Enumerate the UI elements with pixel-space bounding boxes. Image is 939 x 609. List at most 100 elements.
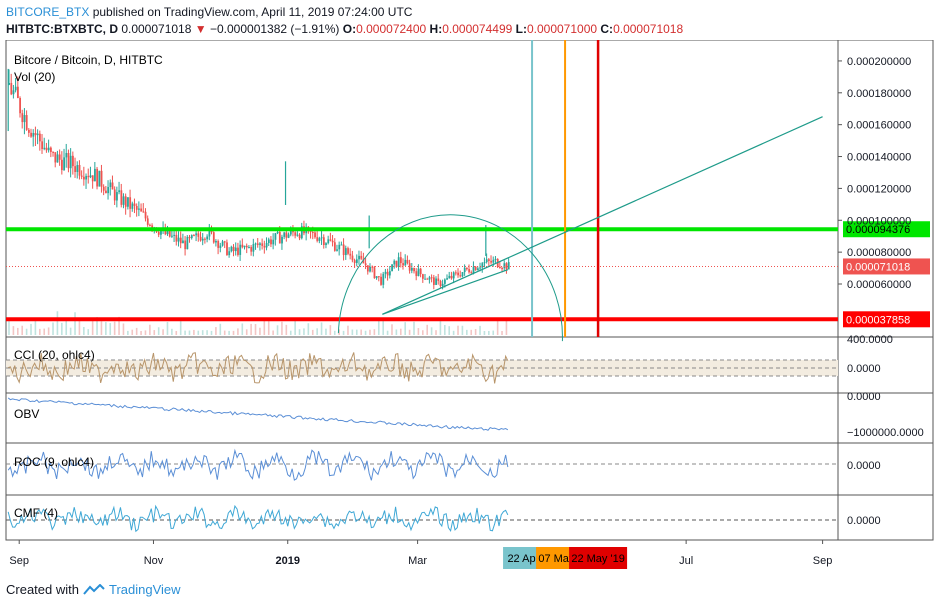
y-tick-label: 0.000060000: [847, 279, 911, 291]
volume-bar: [501, 330, 503, 335]
candle-body: [32, 133, 35, 137]
volume-bar: [140, 330, 142, 335]
candle-body: [369, 266, 371, 272]
candle-body: [250, 247, 253, 252]
volume-bar: [417, 328, 420, 335]
chart-area[interactable]: 0.000094376 0.000071018 0.000037858 0.00020…: [0, 40, 939, 576]
close-label: C:: [600, 22, 614, 36]
volume-bar: [109, 323, 112, 335]
volume-bar: [263, 319, 266, 335]
candle-body: [325, 243, 327, 245]
volume-bar: [369, 329, 371, 335]
volume-bar: [325, 328, 327, 335]
volume-bar: [12, 326, 15, 335]
cmf-title: CMF (4): [14, 506, 58, 520]
candle-body: [364, 263, 367, 266]
candle-body: [490, 260, 493, 263]
last-price-price-label: 0.000071018: [846, 261, 910, 273]
volume-bar: [30, 323, 32, 335]
candle-body: [10, 82, 13, 95]
volume-bar: [52, 322, 54, 335]
volume-bar: [105, 322, 107, 335]
volume-bar: [149, 324, 151, 335]
username-link[interactable]: BITCORE_BTX: [6, 5, 90, 19]
candle-body: [12, 90, 15, 95]
candle-body: [54, 152, 57, 163]
candle-body: [349, 253, 352, 256]
candle-body: [47, 147, 50, 151]
volume-bar: [435, 330, 437, 335]
obv-line: [7, 397, 509, 431]
obv-tick-label: 0.0000: [847, 391, 881, 403]
volume-bar: [96, 317, 98, 335]
candle-body: [131, 203, 134, 209]
y-tick-label: 0.000080000: [847, 247, 911, 259]
candle-body: [329, 239, 332, 241]
candle-body: [479, 267, 482, 269]
volume-bar: [188, 330, 191, 335]
candle-body: [393, 260, 396, 265]
candle-body: [413, 267, 415, 272]
volume-bar: [131, 329, 134, 335]
candle-body: [113, 189, 116, 201]
volume-bar: [399, 328, 402, 335]
candle-body: [424, 278, 427, 280]
candle-body: [217, 240, 220, 248]
volume-bar: [496, 320, 499, 335]
candle-body: [83, 176, 85, 180]
volume-bar: [422, 330, 424, 335]
circle-drawing: [337, 214, 563, 342]
candle-body: [173, 234, 176, 236]
candle-body: [105, 190, 107, 194]
candle-body: [80, 175, 83, 177]
volume-bar: [316, 328, 318, 335]
candle-body: [111, 182, 114, 190]
candle-body: [296, 234, 299, 236]
price-pane[interactable]: [6, 40, 838, 342]
tradingview-brand-link[interactable]: TradingView: [108, 582, 181, 597]
volume-bar: [294, 320, 296, 335]
candle-body: [470, 272, 473, 274]
y-tick-label: 0.000100000: [847, 215, 911, 227]
publish-line: BITCORE_BTX published on TradingView.com…: [6, 5, 412, 19]
candle-body: [435, 278, 438, 285]
candle-body: [204, 238, 206, 240]
candle-body: [402, 263, 404, 266]
volume-bar: [377, 317, 380, 335]
candle-body: [494, 258, 497, 260]
volume-bar: [171, 328, 173, 335]
candle-body: [377, 276, 380, 278]
support-trendline: [382, 269, 509, 315]
obv-tick-label: −1000000.0000: [847, 427, 924, 439]
x-tick-label: Nov: [144, 555, 164, 567]
candle-body: [399, 257, 402, 264]
volume-bar: [426, 324, 429, 335]
candle-body: [151, 225, 154, 229]
volume-bar: [479, 325, 481, 335]
candle-body: [270, 239, 272, 245]
candle-body: [195, 233, 198, 236]
rising-trendline: [382, 116, 823, 315]
candle-body: [287, 234, 290, 238]
candle-body: [199, 236, 202, 241]
volume-bar: [39, 328, 41, 335]
candle-body: [492, 259, 495, 263]
volume-bar: [113, 321, 116, 335]
candle-body: [232, 246, 235, 252]
candle-body: [30, 132, 33, 137]
candle-body: [274, 233, 277, 240]
candle-body: [89, 175, 92, 178]
candle-body: [248, 247, 250, 249]
candle-body: [193, 235, 195, 237]
candle-body: [215, 240, 217, 243]
candle-body: [404, 259, 407, 266]
candle-body: [395, 260, 398, 267]
candle-body: [351, 255, 354, 261]
candle-body: [261, 243, 264, 246]
candle-body: [91, 175, 94, 182]
candle-body: [340, 244, 343, 246]
candle-body: [463, 267, 466, 273]
candle-body: [237, 247, 239, 255]
volume-bar: [483, 330, 486, 335]
candle-body: [384, 271, 387, 274]
